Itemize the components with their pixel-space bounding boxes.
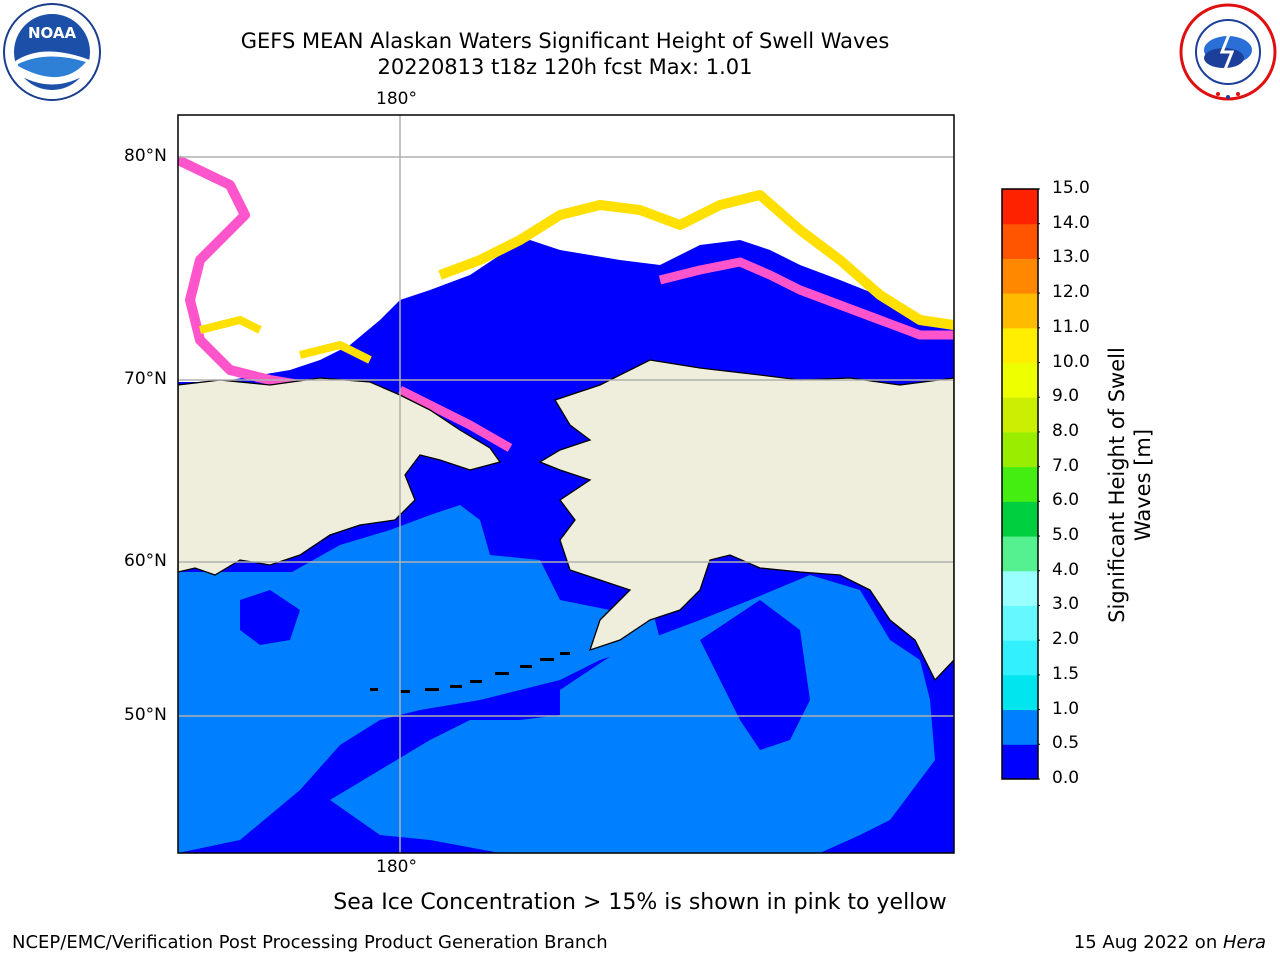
- colorbar-tick-label: 0.0: [1052, 768, 1080, 788]
- colorbar-segment: [1002, 189, 1038, 225]
- noaa-logo: NOAA: [2, 2, 102, 102]
- colorbar-tick-label: 6.0: [1052, 490, 1080, 511]
- lon-label-bottom: 180°: [376, 857, 417, 877]
- colorbar-segment: [1002, 501, 1038, 537]
- colorbar: [1001, 188, 1040, 780]
- colorbar-segment: [1002, 640, 1038, 676]
- colorbar-segment: [1002, 362, 1038, 398]
- colorbar-tick-label: 2.0: [1052, 629, 1080, 650]
- chart-title: GEFS MEAN Alaskan Waters Significant Hei…: [240, 29, 890, 53]
- colorbar-segment: [1002, 536, 1038, 572]
- svg-text:NOAA: NOAA: [28, 24, 77, 42]
- sea-ice-edge-pink: [178, 155, 301, 390]
- land-alaska: [538, 359, 954, 682]
- nws-logo: [1178, 2, 1278, 102]
- colorbar-tick-label: 4.0: [1052, 559, 1080, 580]
- colorbar-frame: [1001, 188, 1039, 780]
- footer-branch: NCEP/EMC/Verification Post Processing Pr…: [12, 932, 608, 953]
- colorbar-title: Significant Height of Swell Waves [m]: [1105, 347, 1155, 623]
- colorbar-tick-label: 10.0: [1052, 351, 1090, 372]
- sea-ice-region: [178, 115, 954, 382]
- lat-label-80: 80°N: [124, 146, 167, 166]
- colorbar-segment: [1002, 674, 1038, 711]
- colorbar-segment: [1002, 709, 1038, 745]
- sea-ice-note: Sea Ice Concentration > 15% is shown in …: [333, 890, 947, 915]
- colorbar-segment: [1002, 397, 1038, 433]
- colorbar-tick-label: 3.0: [1052, 594, 1080, 615]
- colorbar-tick-label: 12.0: [1052, 282, 1090, 303]
- colorbar-segment: [1002, 223, 1038, 259]
- colorbar-segment: [1002, 258, 1038, 294]
- sea-ice-edge-yellow: [438, 190, 954, 330]
- colorbar-tick-label: 8.0: [1052, 420, 1080, 441]
- colorbar-segment: [1002, 570, 1038, 606]
- lon-label-top: 180°: [376, 89, 417, 109]
- footer-machine: Hera: [1222, 932, 1266, 953]
- colorbar-tick-label: 5.0: [1052, 525, 1080, 546]
- swell-region-mid: [178, 505, 660, 853]
- colorbar-segment: [1002, 605, 1038, 641]
- lat-label-50: 50°N: [124, 705, 167, 725]
- swell-region-low-patch: [700, 600, 810, 750]
- chart-subtitle: 20220813 t18z 120h fcst Max: 1.01: [377, 55, 753, 79]
- swell-region-low-patch-2: [240, 590, 300, 645]
- colorbar-tick-label: 7.0: [1052, 455, 1080, 476]
- sea-ice-edge-yellow-2: [199, 316, 372, 364]
- colorbar-segment: [1002, 744, 1038, 780]
- colorbar-segment: [1002, 431, 1038, 468]
- colorbar-tick-label: 1.5: [1052, 663, 1080, 684]
- lat-label-70: 70°N: [124, 369, 167, 389]
- sea-ice-edge-pink-2: [397, 257, 954, 452]
- land-siberia: [178, 377, 502, 576]
- footer-date: 15 Aug 2022 on Hera: [1073, 932, 1266, 953]
- colorbar-tick-label: 0.5: [1052, 733, 1080, 754]
- map-frame: [177, 114, 955, 854]
- colorbar-tick-label: 9.0: [1052, 386, 1080, 407]
- colorbar-tick-label: 14.0: [1052, 212, 1090, 233]
- lat-label-60: 60°N: [124, 551, 167, 571]
- colorbar-tick-label: 15.0: [1052, 178, 1090, 198]
- colorbar-tick-label: 1.0: [1052, 698, 1080, 719]
- colorbar-segment: [1002, 293, 1038, 329]
- colorbar-segment: [1002, 327, 1038, 364]
- colorbar-tick-label: 11.0: [1052, 316, 1090, 337]
- colorbar-tick-label: 13.0: [1052, 247, 1090, 268]
- colorbar-segment: [1002, 466, 1038, 502]
